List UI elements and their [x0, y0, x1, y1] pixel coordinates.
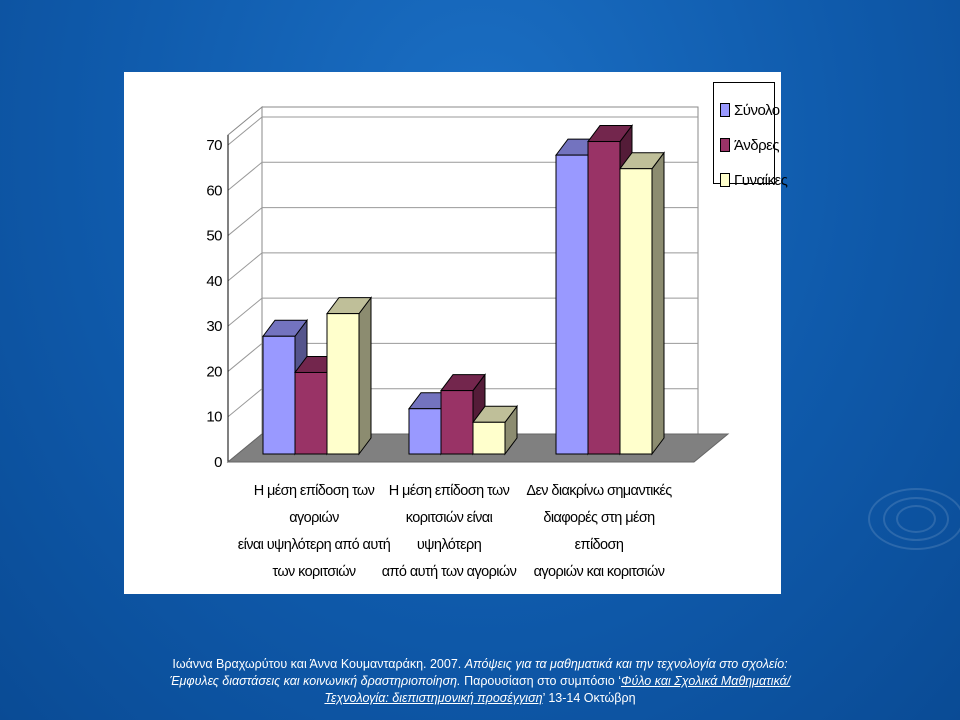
- y-tick-label: 10: [206, 409, 222, 426]
- y-tick-label: 70: [206, 137, 222, 154]
- gridline: [227, 388, 698, 418]
- bar: [326, 313, 360, 455]
- caption-authors: Ιωάννα Βραχωρύτου και Άννα Κουμανταράκη.…: [172, 657, 462, 671]
- bar-side-face: [358, 296, 372, 456]
- y-tick-label: 50: [206, 228, 222, 245]
- bar: [408, 408, 442, 455]
- caption-symposium-link[interactable]: Φύλο και Σχολικά Μαθηματικά/Τεχνολογία: …: [324, 674, 791, 705]
- bar-chart: 0 10 20 30 40 50 60 70: [206, 105, 730, 471]
- bar: [619, 168, 653, 455]
- bar: [555, 154, 589, 455]
- legend-label-men: Άνδρες: [734, 136, 780, 154]
- legend-item-women: Γυναίκες: [720, 169, 788, 191]
- y-tick-label: 0: [214, 454, 222, 471]
- category-label-line: από αυτή των αγοριών: [381, 564, 517, 580]
- bar: [587, 141, 621, 455]
- bar: [440, 390, 474, 455]
- gridline: [227, 207, 698, 236]
- category-label-line: Δεν διακρίνω σημαντικές: [526, 483, 672, 499]
- gridline: [227, 342, 698, 372]
- legend-swatch-total: [720, 103, 730, 117]
- caption-title: Απόψεις για τα μαθηματικά και την τεχνολ…: [169, 657, 788, 688]
- category-label-line: των κοριτσιών: [272, 564, 356, 580]
- caption-presentation: Παρουσίαση στο συμπόσιο ‘: [464, 674, 621, 688]
- chart-panel: 0 10 20 30 40 50 60 70 Σύνολο Άνδρες Γυναίκες Η…: [124, 72, 788, 594]
- legend-swatch-men: [720, 138, 730, 152]
- category-label-line: αγοριών και κοριτσιών: [533, 564, 665, 580]
- gridline: [227, 161, 698, 191]
- category-label-line: Η μέση επίδοση των αγοριών: [253, 483, 375, 526]
- legend-label-total: Σύνολο: [734, 101, 780, 119]
- category-label-boys-higher: Η μέση επίδοση των αγοριών είναι υψηλότε…: [228, 478, 400, 586]
- bar: [294, 371, 328, 455]
- category-label-line: κοριτσιών είναι υψηλότερη: [405, 510, 493, 553]
- bar: [472, 421, 506, 455]
- legend-swatch-women: [720, 173, 730, 187]
- gridline: [227, 116, 698, 146]
- y-tick-label: 60: [206, 182, 222, 199]
- legend-item-men: Άνδρες: [720, 134, 780, 156]
- bar: [262, 335, 296, 455]
- category-label-girls-higher: Η μέση επίδοση των κοριτσιών είναι υψηλό…: [374, 478, 524, 586]
- legend-item-total: Σύνολο: [720, 99, 780, 121]
- chart-side-wall: [227, 105, 263, 464]
- legend-label-women: Γυναίκες: [734, 171, 788, 189]
- legend: Σύνολο Άνδρες Γυναίκες: [713, 82, 788, 189]
- category-label-line: είναι υψηλότερη από αυτή: [237, 537, 391, 553]
- gridline: [227, 297, 698, 327]
- y-tick-label: 40: [206, 273, 222, 290]
- water-ripple-decoration: [868, 488, 960, 550]
- bar-side-face: [651, 151, 665, 456]
- citation-caption: Ιωάννα Βραχωρύτου και Άννα Κουμανταράκη.…: [150, 656, 810, 707]
- category-label-no-difference: Δεν διακρίνω σημαντικές διαφορές στη μέσ…: [520, 478, 678, 586]
- y-tick-label: 20: [206, 363, 222, 380]
- category-label-line: Η μέση επίδοση των: [388, 483, 510, 499]
- gridline: [227, 252, 698, 282]
- category-label-line: διαφορές στη μέση επίδοση: [543, 510, 655, 553]
- y-tick-label: 30: [206, 318, 222, 335]
- caption-closing: ’ 13-14 Οκτώβρη: [542, 691, 636, 705]
